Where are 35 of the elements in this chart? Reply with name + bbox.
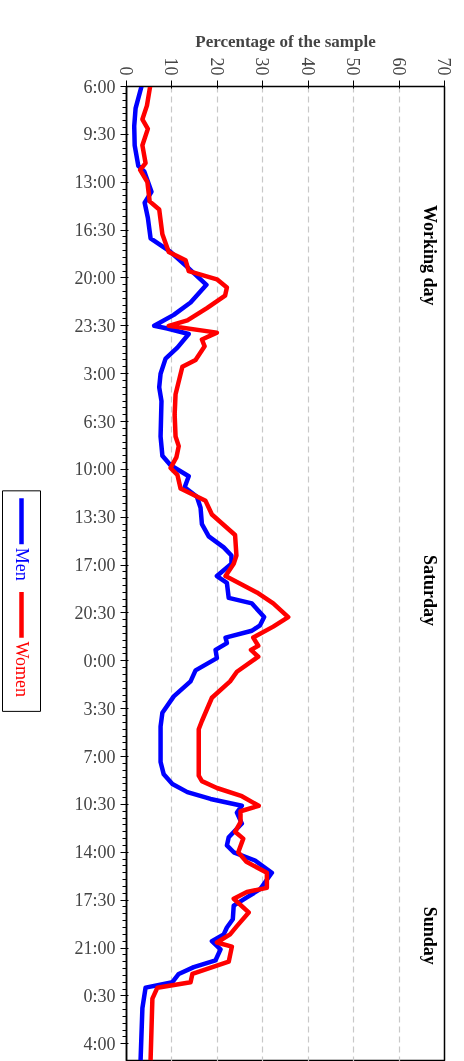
y-tick-label: 17:00 xyxy=(74,555,116,576)
y-tick-label: 6:00 xyxy=(83,76,116,97)
y-tick-label: 21:00 xyxy=(74,938,116,958)
x-tick-label: 40 xyxy=(297,57,318,76)
y-tick-label: 7:00 xyxy=(83,746,116,767)
y-tick-label: 17:30 xyxy=(74,890,116,911)
y-tick-label: 10:30 xyxy=(74,794,116,815)
x-tick-label: 10 xyxy=(161,57,182,76)
y-tick-label: 20:00 xyxy=(74,267,116,288)
x-tick-label: 60 xyxy=(388,57,409,76)
y-tick-label: 0:00 xyxy=(83,650,116,671)
annotation: Saturday xyxy=(419,555,440,627)
annotation: Working day xyxy=(419,204,440,306)
y-tick-label: 23:30 xyxy=(74,315,116,336)
y-tick-label: 6:30 xyxy=(83,411,116,432)
y-tick-label: 20:30 xyxy=(74,602,116,623)
y-tick-label: 0:30 xyxy=(83,985,116,1006)
x-tick-label: 20 xyxy=(206,57,227,76)
x-axis-title: Percentage of the sample xyxy=(195,31,377,51)
y-tick-label: 14:00 xyxy=(74,842,116,863)
y-tick-label: 16:30 xyxy=(74,220,116,241)
y-tick-label: 13:00 xyxy=(74,172,116,193)
y-tick-label: 4:00 xyxy=(83,1033,116,1054)
y-tick-label: 9:30 xyxy=(83,124,116,145)
x-tick-label: 0 xyxy=(116,66,136,76)
y-tick-label: 3:30 xyxy=(83,698,116,719)
x-tick-label: 70 xyxy=(434,57,454,76)
x-tick-label: 30 xyxy=(252,57,273,76)
y-tick-label: 13:30 xyxy=(74,507,116,528)
text: Women xyxy=(11,641,32,698)
y-tick-label: 10:00 xyxy=(74,459,116,480)
y-tick-label: 3:00 xyxy=(83,363,116,384)
annotation: Sunday xyxy=(419,906,440,965)
text: Men xyxy=(11,547,32,581)
x-tick-label: 50 xyxy=(343,57,364,76)
